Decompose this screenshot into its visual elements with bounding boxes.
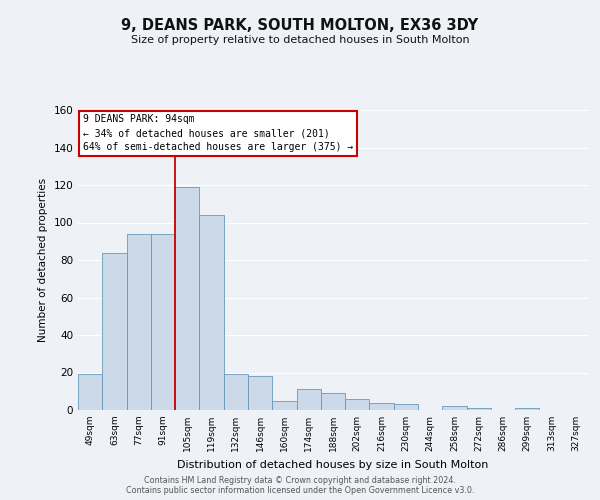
Bar xyxy=(515,408,539,410)
Bar xyxy=(199,215,224,410)
Text: 9, DEANS PARK, SOUTH MOLTON, EX36 3DY: 9, DEANS PARK, SOUTH MOLTON, EX36 3DY xyxy=(121,18,479,32)
Bar xyxy=(272,400,296,410)
Bar xyxy=(370,402,394,410)
Text: Contains HM Land Registry data © Crown copyright and database right 2024.: Contains HM Land Registry data © Crown c… xyxy=(144,476,456,485)
Bar xyxy=(78,374,102,410)
Bar xyxy=(394,404,418,410)
Text: Size of property relative to detached houses in South Molton: Size of property relative to detached ho… xyxy=(131,35,469,45)
Text: Contains public sector information licensed under the Open Government Licence v3: Contains public sector information licen… xyxy=(126,486,474,495)
Bar xyxy=(442,406,467,410)
Bar xyxy=(102,252,127,410)
Bar xyxy=(345,399,370,410)
Bar xyxy=(224,374,248,410)
Text: 9 DEANS PARK: 94sqm
← 34% of detached houses are smaller (201)
64% of semi-detac: 9 DEANS PARK: 94sqm ← 34% of detached ho… xyxy=(83,114,353,152)
Bar xyxy=(127,234,151,410)
Y-axis label: Number of detached properties: Number of detached properties xyxy=(38,178,48,342)
X-axis label: Distribution of detached houses by size in South Molton: Distribution of detached houses by size … xyxy=(178,460,488,469)
Bar xyxy=(321,393,345,410)
Bar xyxy=(467,408,491,410)
Bar xyxy=(175,187,199,410)
Bar xyxy=(248,376,272,410)
Bar xyxy=(296,390,321,410)
Bar xyxy=(151,234,175,410)
